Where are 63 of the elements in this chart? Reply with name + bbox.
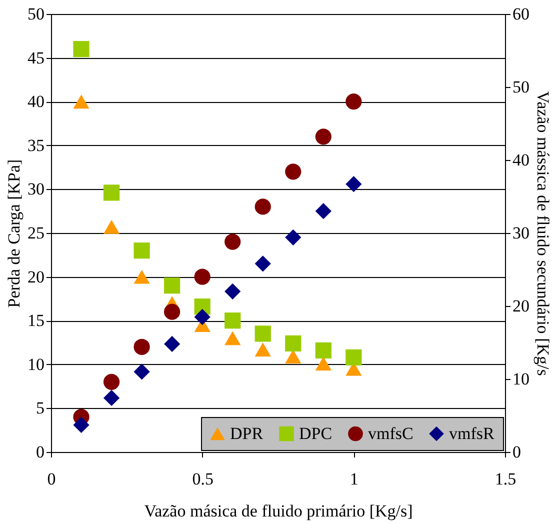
y-axis-title: Perda de Carga [KPa] xyxy=(4,159,24,308)
y-tick-label: 40 xyxy=(28,92,44,112)
x-tick-label: 0.5 xyxy=(192,470,214,488)
y2-tick-label: 20 xyxy=(512,296,530,316)
point xyxy=(103,374,120,390)
point xyxy=(73,40,90,58)
y2-tick-label: 40 xyxy=(512,150,530,170)
x-axis-title: Vazão másica de fluido primário [Kg/s] xyxy=(144,502,413,520)
legend-label: vmfsR xyxy=(449,424,495,443)
point xyxy=(134,270,150,284)
point xyxy=(73,94,90,109)
y-tick-label: 35 xyxy=(28,136,44,155)
point xyxy=(134,242,150,259)
y-tick-label: 15 xyxy=(28,311,44,330)
point xyxy=(254,326,271,342)
y-tick-label: 5 xyxy=(36,398,44,418)
y2-tick-label: 30 xyxy=(512,224,530,242)
point xyxy=(224,331,241,346)
y-tick-label: 20 xyxy=(28,267,44,286)
point xyxy=(224,283,241,300)
y2-tick-label: 10 xyxy=(512,370,530,388)
point xyxy=(194,268,210,285)
y-tick-label: 30 xyxy=(28,180,44,199)
point xyxy=(285,350,302,364)
legend-label: DPC xyxy=(299,424,332,443)
y-tick-label: 10 xyxy=(28,354,44,374)
point xyxy=(315,203,332,220)
point xyxy=(164,304,180,320)
point xyxy=(285,164,302,180)
y2-tick-label: 50 xyxy=(512,78,530,96)
point xyxy=(73,416,90,434)
point xyxy=(346,94,362,110)
point xyxy=(285,229,302,246)
point xyxy=(285,335,302,352)
y-tick-label: 0 xyxy=(36,442,44,462)
point xyxy=(194,308,210,326)
point xyxy=(346,349,362,366)
point xyxy=(254,256,271,272)
legend-label: DPR xyxy=(230,424,264,443)
point xyxy=(315,356,332,371)
y2-tick-label: 60 xyxy=(512,4,530,24)
point xyxy=(164,336,180,352)
point xyxy=(134,338,150,355)
y-tick-label: 50 xyxy=(28,4,44,24)
x-tick-label: 1 xyxy=(350,470,358,488)
point xyxy=(315,128,332,145)
y-tick-label: 25 xyxy=(28,224,44,242)
point xyxy=(254,342,271,356)
legend-label: vmfsC xyxy=(368,424,414,443)
point xyxy=(103,184,120,201)
x-tick-label: 1.5 xyxy=(494,470,516,488)
point xyxy=(254,198,271,215)
point xyxy=(315,342,332,358)
y2-axis-title: Vazão mássica de fluido secundário [Kg/s xyxy=(534,91,552,376)
point xyxy=(164,278,180,294)
point xyxy=(224,312,241,329)
point xyxy=(224,234,241,250)
y2-tick-label: 0 xyxy=(512,442,521,462)
point xyxy=(103,390,120,406)
point xyxy=(346,176,362,192)
y-tick-label: 45 xyxy=(28,48,44,68)
point xyxy=(134,364,150,380)
point xyxy=(103,220,120,234)
